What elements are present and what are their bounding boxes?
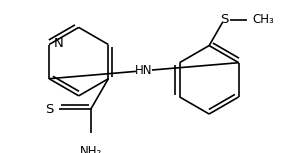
Text: NH₂: NH₂	[79, 145, 102, 153]
Text: S: S	[45, 103, 53, 116]
Text: N: N	[53, 37, 63, 50]
Text: S: S	[220, 13, 228, 26]
Text: HN: HN	[135, 64, 153, 77]
Text: CH₃: CH₃	[252, 13, 274, 26]
